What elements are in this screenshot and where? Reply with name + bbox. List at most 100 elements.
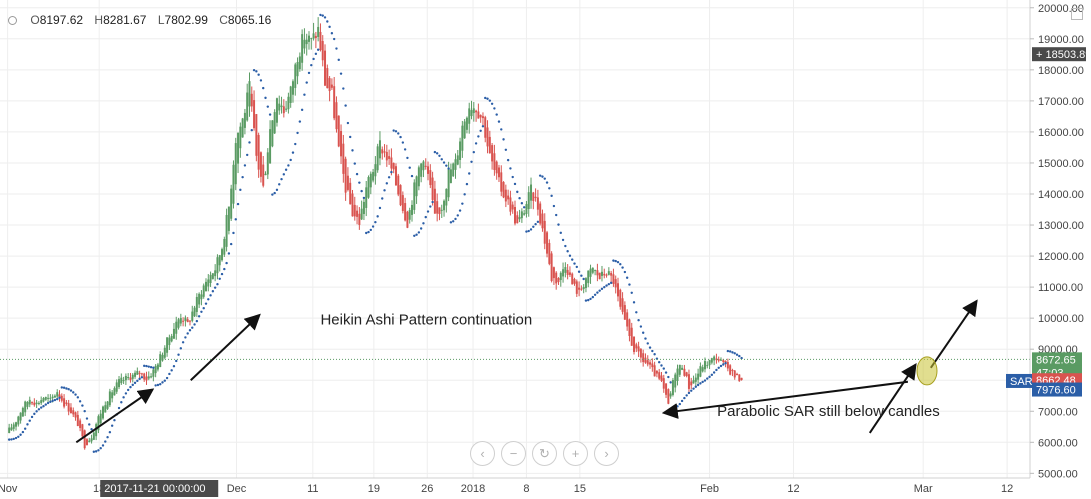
sar-dot <box>177 353 180 356</box>
candle-body <box>676 368 679 382</box>
sar-dot <box>550 194 553 198</box>
candle-body <box>637 346 640 352</box>
candle-body <box>12 424 15 429</box>
candle-body <box>534 196 537 199</box>
sar-dot <box>630 291 633 295</box>
candle-body <box>424 165 427 167</box>
candle-body <box>143 373 146 380</box>
sar-dot <box>310 63 313 67</box>
sar-dot <box>122 396 125 399</box>
zoom-in-button[interactable]: + <box>563 441 588 466</box>
sar-dot <box>239 188 242 192</box>
candle-body <box>520 211 523 219</box>
y-tick-label: 6000.00 <box>1038 437 1078 449</box>
scroll-left-button[interactable]: ‹ <box>470 441 495 466</box>
sar-value-badge: 7976.60 <box>1036 385 1076 397</box>
sar-dot <box>731 351 734 354</box>
candle-body <box>237 132 240 164</box>
sar-dot <box>152 366 155 369</box>
sar-dot <box>83 409 86 413</box>
candle-body <box>543 220 546 244</box>
sar-dot <box>378 206 382 210</box>
candle-body <box>166 337 169 353</box>
candle-body <box>221 249 224 261</box>
sar-dot <box>188 329 192 332</box>
ohlc-legend: O8197.62 H8281.67 L7802.99 C8065.16 <box>8 13 271 27</box>
trend-arrow <box>75 388 155 444</box>
sar-dot <box>26 423 29 426</box>
sar-dot <box>241 175 244 179</box>
sar-dot <box>722 363 725 366</box>
chart-settings-icon[interactable] <box>1071 8 1083 20</box>
sar-dot <box>662 367 665 370</box>
candle-body <box>188 320 191 322</box>
sar-dot <box>408 166 411 169</box>
sar-dot <box>35 410 38 413</box>
candle-body <box>394 166 397 186</box>
candle-body <box>541 213 544 229</box>
sar-dot <box>472 150 475 154</box>
low-label: L <box>157 13 165 27</box>
candle-body <box>298 56 301 70</box>
x-tick-label: Feb <box>700 483 719 495</box>
sar-dot <box>10 438 13 441</box>
annotation-text-0: Heikin Ashi Pattern continuation <box>320 311 532 328</box>
sar-dot <box>740 356 743 360</box>
sar-dot <box>660 364 663 367</box>
sar-dot <box>406 156 409 160</box>
close-value: 8065.16 <box>227 13 272 27</box>
candle-body <box>182 320 185 322</box>
candle-body <box>349 182 352 205</box>
sar-dot <box>488 99 492 102</box>
sar-dot <box>323 16 327 19</box>
candle-body <box>667 389 670 404</box>
sar-dot <box>712 371 716 374</box>
sar-dot <box>37 408 41 411</box>
sar-dot <box>339 72 343 75</box>
candle-body <box>388 156 391 159</box>
sar-dot <box>426 210 430 213</box>
sar-dot <box>330 32 334 35</box>
sar-label-badge: SAR <box>1010 376 1033 388</box>
candle-body <box>539 203 542 224</box>
candle-body <box>408 210 411 220</box>
sar-dot <box>88 423 91 426</box>
candle-body <box>582 287 585 290</box>
candle-body <box>58 394 61 398</box>
reset-button[interactable]: ↻ <box>532 441 557 466</box>
sar-dot <box>735 353 739 356</box>
candle-body <box>736 373 739 376</box>
candle-body <box>351 193 354 217</box>
candle-body <box>95 424 98 437</box>
candle-body <box>152 369 155 377</box>
sar-dot <box>92 450 96 453</box>
sar-dot <box>204 302 208 305</box>
sar-dot <box>417 231 421 234</box>
candle-body <box>687 374 690 389</box>
candle-body <box>546 232 549 254</box>
sar-dot <box>250 128 253 132</box>
candle-body <box>205 281 207 292</box>
sar-dot <box>197 315 201 318</box>
zoom-out-button[interactable]: − <box>501 441 526 466</box>
candle-body <box>692 380 695 384</box>
candle-body <box>591 267 594 273</box>
sar-dot <box>490 102 494 106</box>
candle-body <box>24 401 27 413</box>
candle-body <box>147 376 150 379</box>
candle-body <box>202 285 205 297</box>
sar-dot <box>136 379 139 383</box>
sar-dot <box>17 435 20 438</box>
candle-body <box>81 424 84 437</box>
price-axis: 5000.006000.007000.008000.009000.0010000… <box>1029 0 1091 499</box>
candle-body <box>111 392 114 399</box>
sar-dot <box>440 158 443 161</box>
sar-dot <box>694 385 698 388</box>
sar-dot <box>676 405 679 408</box>
candle-body <box>264 173 267 176</box>
scroll-right-button[interactable]: › <box>594 441 619 466</box>
time-axis-background <box>0 478 1030 499</box>
candle-body <box>346 175 349 190</box>
candle-body <box>106 401 109 409</box>
